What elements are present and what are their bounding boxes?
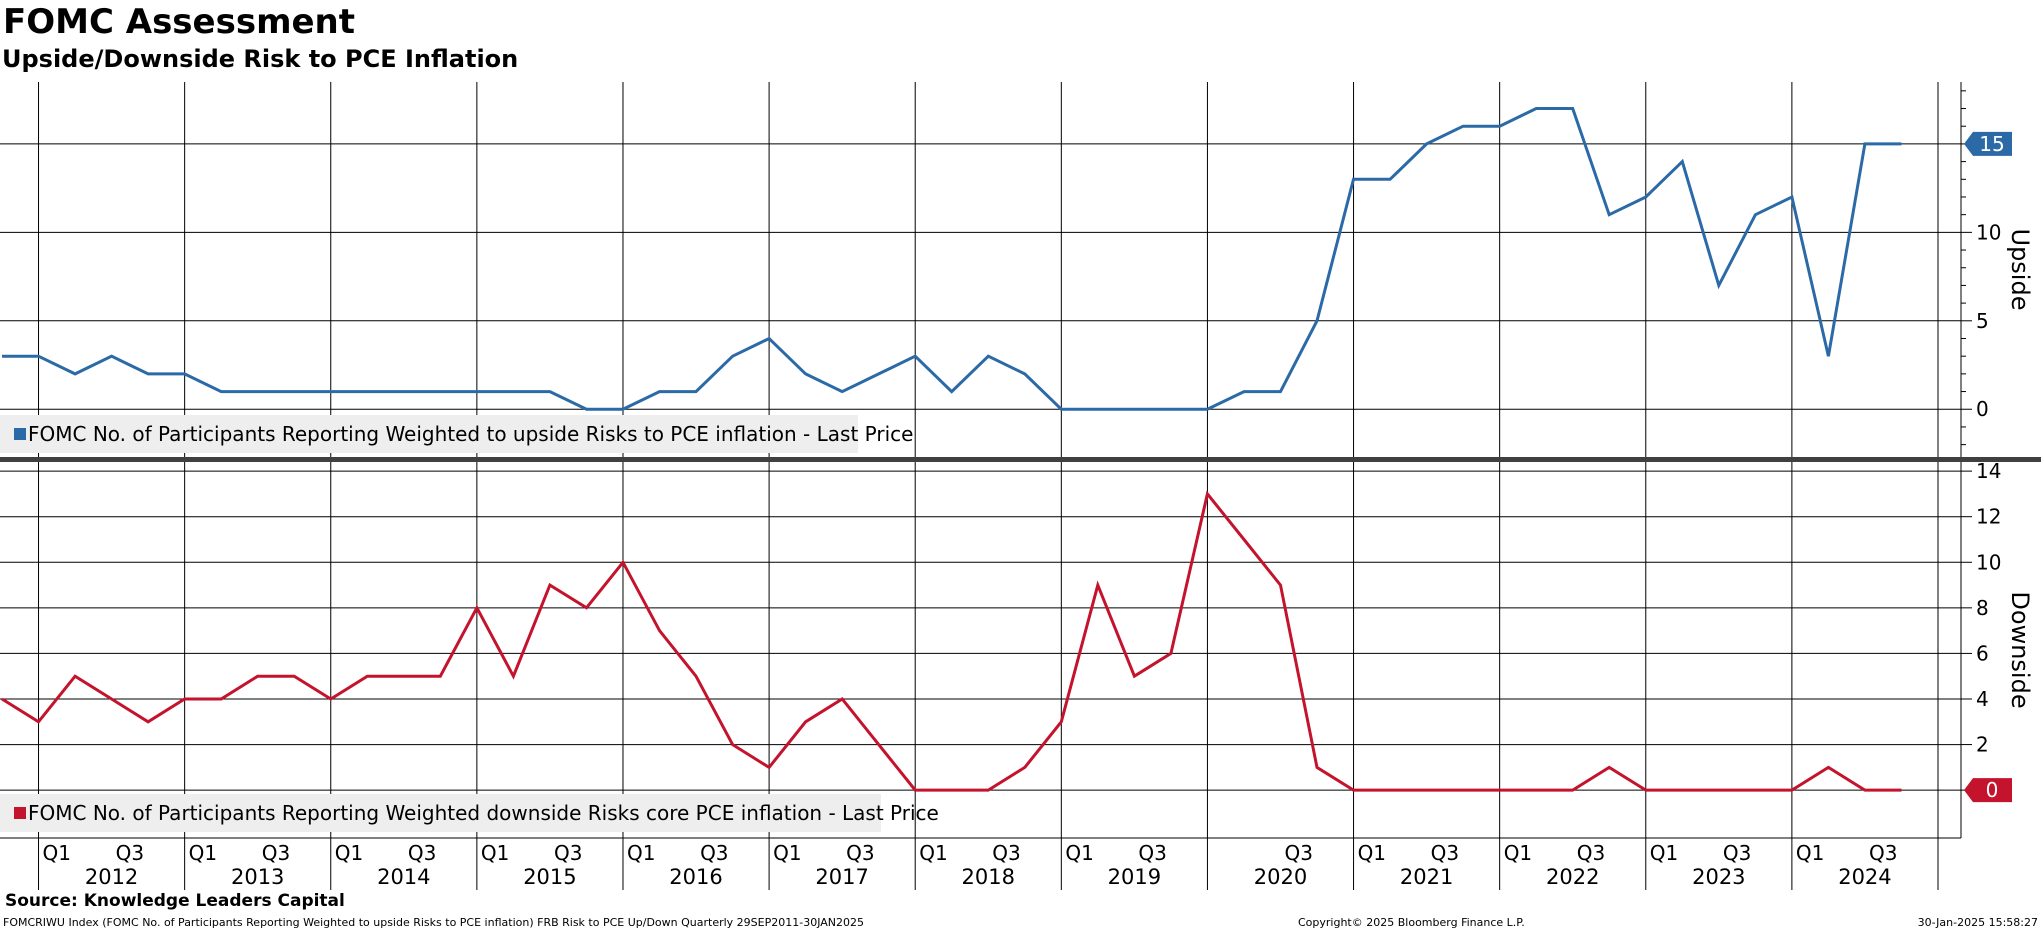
x-quarter-label: Q3 (1869, 841, 1897, 865)
x-year-label: 2022 (1546, 865, 1599, 889)
x-axis: Q1 Q3 Q1 Q3 Q1 Q3 Q1 Q3 Q1 Q3 Q1 Q3 Q1 Q3 Q1 Q3 Q3 Q1 Q3 Q1… (38, 838, 1939, 890)
chart-area: 051015Upside15FOMC No. of Participants R… (0, 82, 2041, 890)
x-year-label: 2015 (523, 865, 576, 889)
x-quarter-label: Q1 (1504, 841, 1532, 865)
upper-legend-swatch (14, 428, 26, 440)
x-year-label: 2018 (962, 865, 1015, 889)
x-quarter-label: Q3 (1431, 841, 1459, 865)
x-quarter-label: Q3 (1138, 841, 1166, 865)
lower-panel: 02468101214Downside0FOMC No. of Particip… (0, 459, 2034, 838)
x-year-label: 2021 (1400, 865, 1453, 889)
x-year-label: 2024 (1838, 865, 1891, 889)
x-quarter-label: Q3 (1723, 841, 1751, 865)
x-quarter-label: Q3 (262, 841, 290, 865)
x-quarter-label: Q1 (481, 841, 509, 865)
x-quarter-label: Q1 (1650, 841, 1678, 865)
upper-panel: 051015Upside15FOMC No. of Participants R… (0, 82, 2034, 457)
y-tick-label: 10 (1976, 550, 2001, 574)
x-quarter-label: Q3 (846, 841, 874, 865)
x-quarter-label: Q3 (116, 841, 144, 865)
x-year-label: 2013 (231, 865, 284, 889)
y-tick-label: 10 (1976, 220, 2001, 244)
lower-legend-box (0, 794, 881, 832)
upper-last-value-tag (1964, 131, 2012, 156)
x-year-label: 2014 (377, 865, 430, 889)
x-quarter-label: Q3 (700, 841, 728, 865)
y-tick-label: 6 (1976, 641, 1989, 665)
y-tick-label: 12 (1976, 505, 2001, 529)
upper-series-line (2, 107, 1902, 411)
x-quarter-label: Q1 (1796, 841, 1824, 865)
chart-subtitle: Upside/Downside Risk to PCE Inflation (2, 45, 519, 73)
x-quarter-label: Q1 (919, 841, 947, 865)
x-quarter-label: Q1 (43, 841, 71, 865)
upper-last-value-label: 15 (1979, 132, 2004, 156)
x-year-label: 2017 (815, 865, 868, 889)
upper-legend-box (0, 415, 858, 453)
x-year-label: 2016 (669, 865, 722, 889)
lower-last-value-label: 0 (1986, 778, 1999, 802)
x-quarter-label: Q1 (627, 841, 655, 865)
x-quarter-label: Q3 (554, 841, 582, 865)
lower-series-line (1, 490, 1902, 792)
x-year-label: 2019 (1108, 865, 1161, 889)
lower-legend-swatch (14, 807, 26, 819)
x-quarter-label: Q3 (408, 841, 436, 865)
x-quarter-label: Q3 (1285, 841, 1313, 865)
y-tick-label: 4 (1976, 687, 1989, 711)
y-tick-label: 2 (1976, 733, 1989, 757)
lower-legend-text: FOMC No. of Participants Reporting Weigh… (28, 801, 939, 825)
upper-legend-text: FOMC No. of Participants Reporting Weigh… (28, 422, 913, 446)
footer-copyright: Copyright© 2025 Bloomberg Finance L.P. (1298, 916, 1525, 929)
x-quarter-label: Q1 (189, 841, 217, 865)
x-quarter-label: Q1 (1358, 841, 1386, 865)
x-quarter-label: Q3 (1577, 841, 1605, 865)
y-tick-label: 8 (1976, 596, 1989, 620)
y-tick-label: 5 (1976, 309, 1989, 333)
x-year-label: 2020 (1254, 865, 1307, 889)
chart-title: FOMC Assessment (3, 2, 356, 42)
x-quarter-label: Q3 (992, 841, 1020, 865)
lower-last-value-tag (1964, 778, 2012, 803)
footer-datetime: 30-Jan-2025 15:58:27 (1917, 916, 2038, 929)
source-note: Source: Knowledge Leaders Capital (5, 891, 345, 911)
y-tick-label: 0 (1976, 397, 1989, 421)
footer-index-text: FOMCRIWU Index (FOMC No. of Participants… (3, 916, 865, 929)
x-quarter-label: Q1 (1065, 841, 1093, 865)
panel-separator (0, 457, 2041, 462)
x-quarter-label: Q1 (335, 841, 363, 865)
x-year-label: 2012 (85, 865, 138, 889)
x-year-label: 2023 (1692, 865, 1745, 889)
y-tick-label: 14 (1976, 459, 2001, 483)
upper-axis-title: Upside (2006, 229, 2034, 311)
x-quarter-label: Q1 (773, 841, 801, 865)
lower-axis-title: Downside (2006, 591, 2034, 708)
